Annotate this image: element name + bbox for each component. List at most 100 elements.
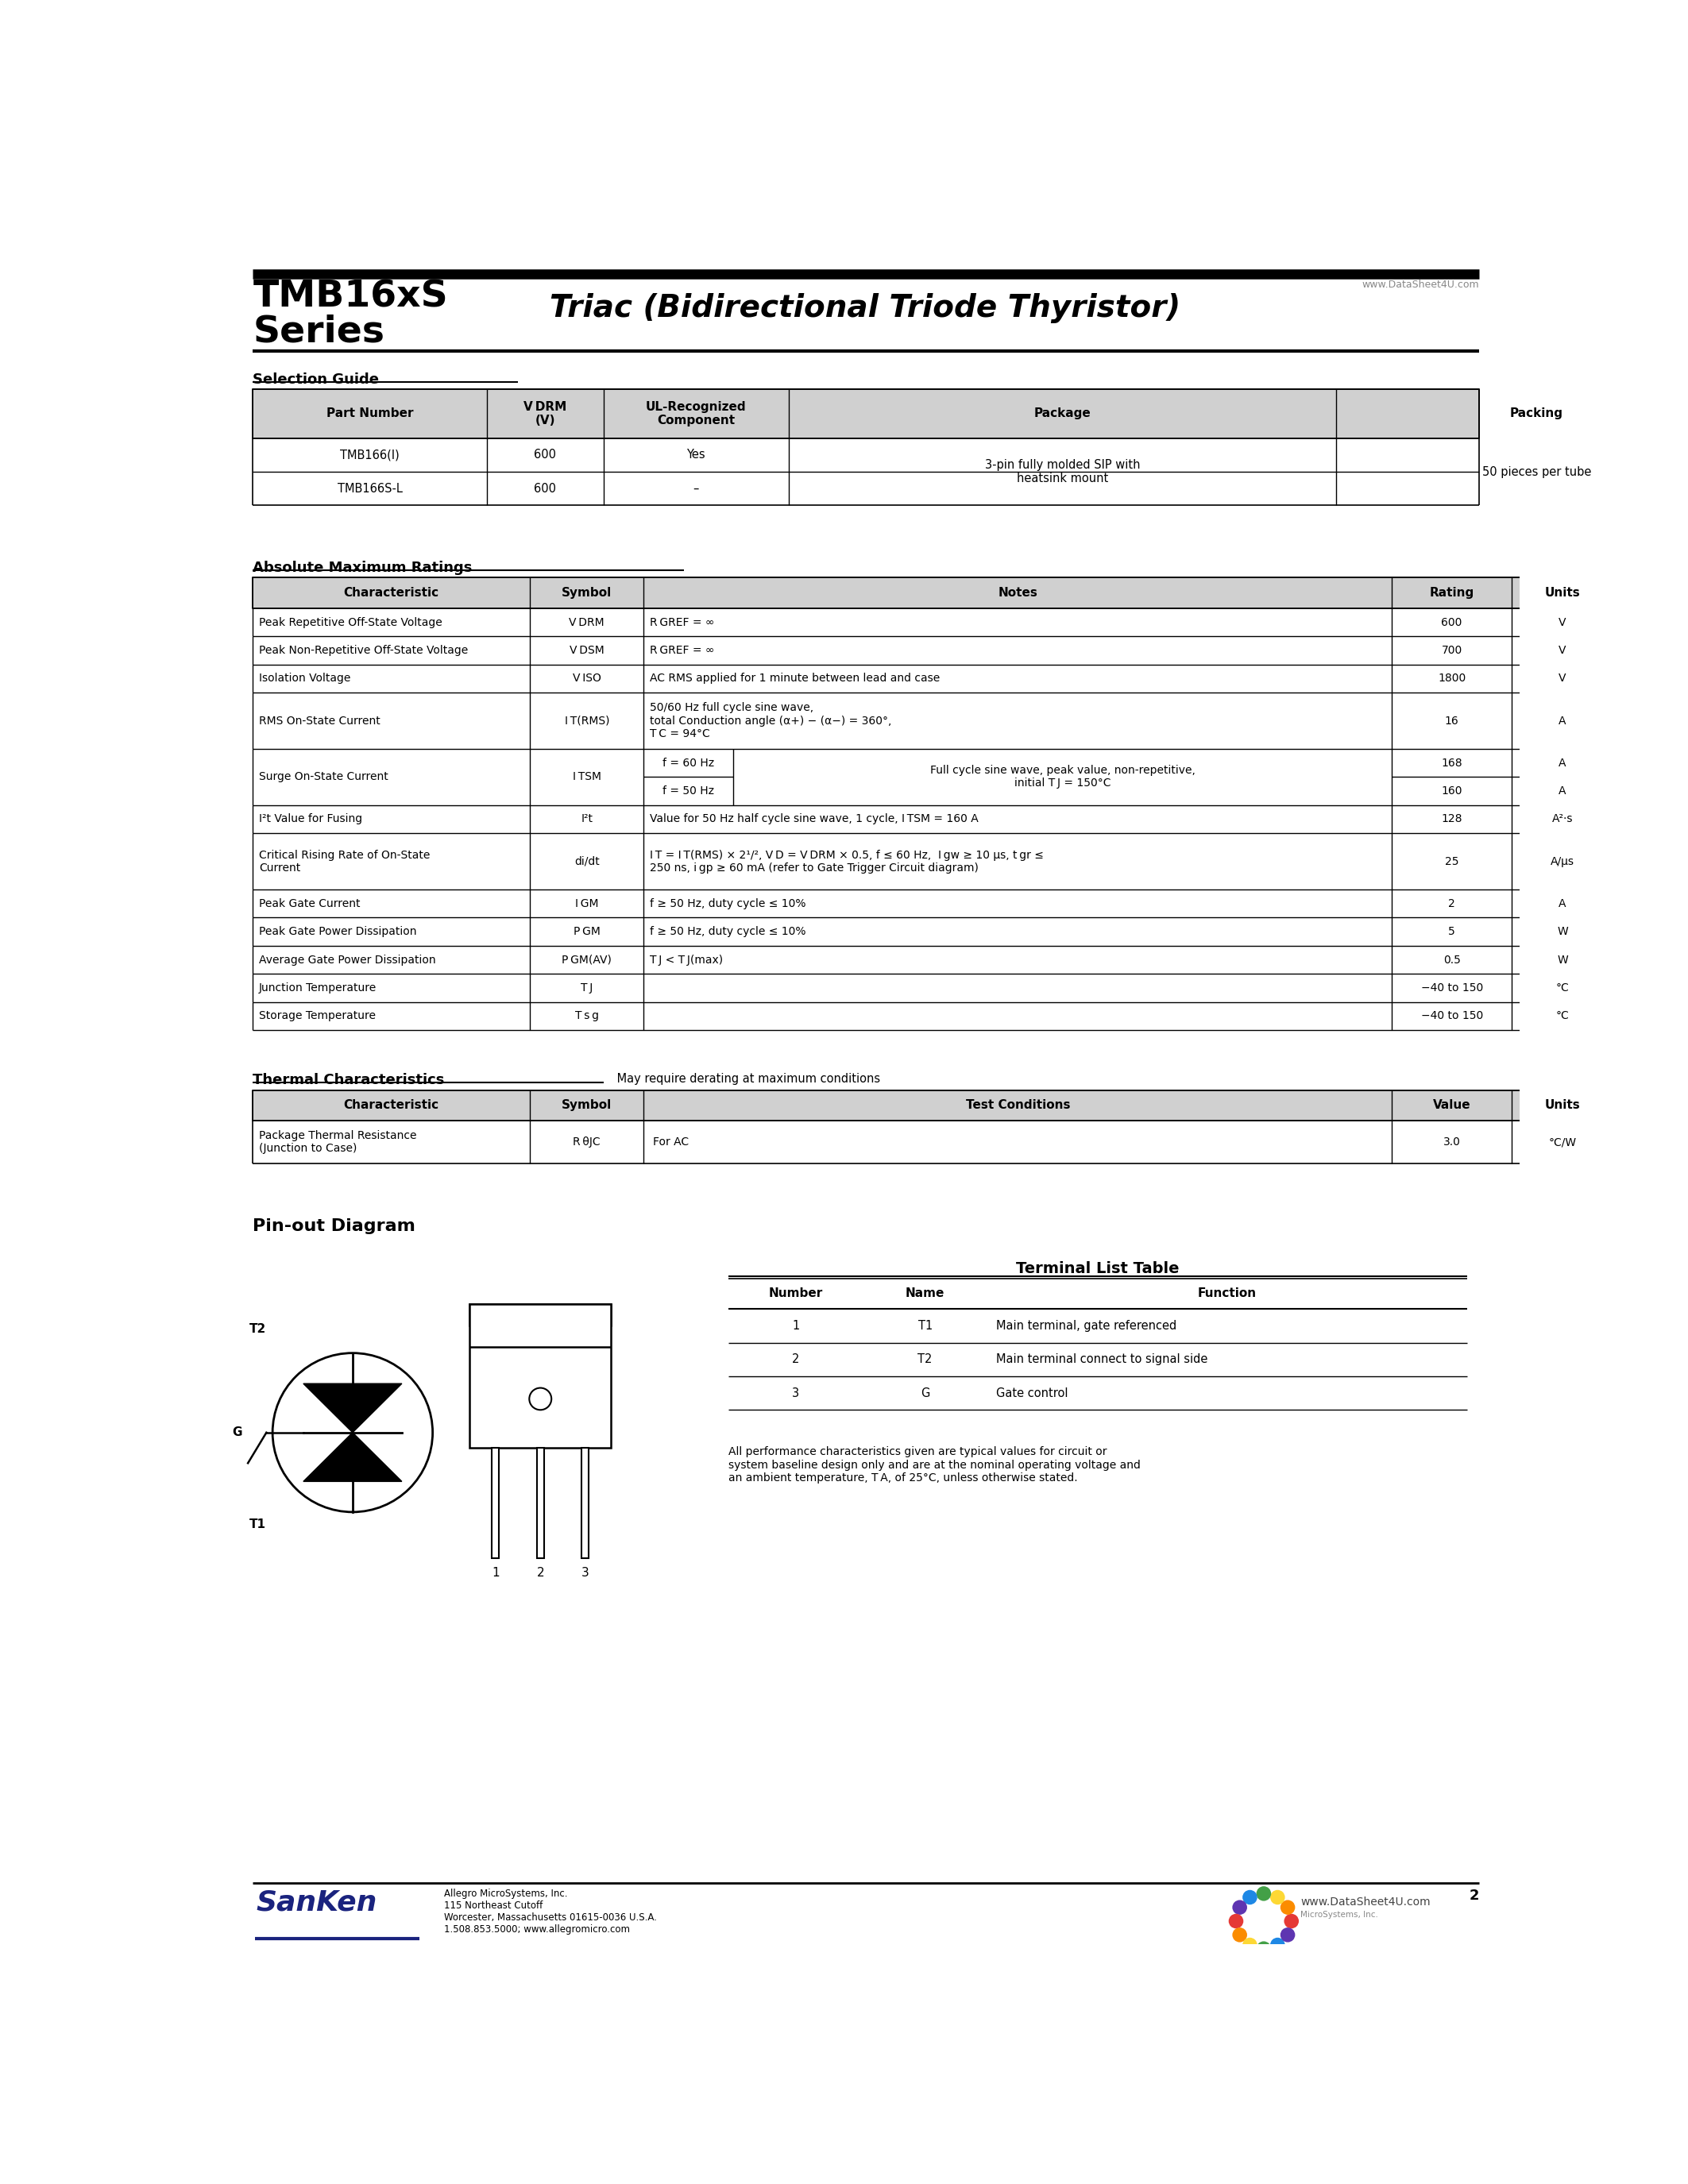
- Circle shape: [1280, 1928, 1295, 1942]
- Text: Thermal Characteristics: Thermal Characteristics: [253, 1072, 444, 1088]
- Circle shape: [1269, 1937, 1285, 1952]
- Text: 0.5: 0.5: [1443, 954, 1460, 965]
- Circle shape: [1242, 1937, 1258, 1952]
- Text: Pin-out Diagram: Pin-out Diagram: [253, 1219, 415, 1234]
- Text: G: G: [231, 1426, 241, 1439]
- Text: °C: °C: [1556, 1011, 1570, 1022]
- Text: Triac (Bidirectional Triode Thyristor): Triac (Bidirectional Triode Thyristor): [549, 293, 1180, 323]
- Text: A: A: [1558, 786, 1566, 797]
- Circle shape: [1256, 1942, 1271, 1957]
- Text: Number: Number: [768, 1289, 824, 1299]
- Text: °C: °C: [1556, 983, 1570, 994]
- Text: V ISO: V ISO: [572, 673, 601, 684]
- Text: V: V: [1558, 673, 1566, 684]
- Text: W: W: [1556, 926, 1568, 937]
- Text: Package Thermal Resistance
(Junction to Case): Package Thermal Resistance (Junction to …: [258, 1129, 417, 1153]
- Text: MicroSystems, Inc.: MicroSystems, Inc.: [1301, 1911, 1379, 1920]
- Text: Units: Units: [1545, 1099, 1580, 1112]
- Text: f = 60 Hz: f = 60 Hz: [663, 758, 714, 769]
- Text: R θJC: R θJC: [574, 1136, 601, 1147]
- Text: A: A: [1558, 898, 1566, 909]
- Text: Test Conditions: Test Conditions: [966, 1099, 1070, 1112]
- Bar: [253, 1883, 425, 1942]
- Text: T s g: T s g: [576, 1011, 599, 1022]
- Text: 168: 168: [1442, 758, 1462, 769]
- Text: TMB166(I): TMB166(I): [341, 450, 400, 461]
- Polygon shape: [304, 1433, 402, 1481]
- Text: 128: 128: [1442, 815, 1462, 826]
- Bar: [537, 1448, 544, 1557]
- Text: 160: 160: [1442, 786, 1462, 797]
- Text: 50/60 Hz full cycle sine wave,
total Conduction angle (α+) − (α−) = 360°,
T C = : 50/60 Hz full cycle sine wave, total Con…: [650, 703, 891, 738]
- Text: Selection Guide: Selection Guide: [253, 371, 380, 387]
- Text: TMB16xS: TMB16xS: [253, 280, 447, 314]
- Text: Critical Rising Rate of On-State
Current: Critical Rising Rate of On-State Current: [258, 850, 430, 874]
- Text: T1: T1: [918, 1319, 932, 1332]
- Text: V DRM
(V): V DRM (V): [523, 402, 567, 426]
- Circle shape: [1285, 1913, 1298, 1928]
- Text: 2: 2: [1469, 1889, 1479, 1902]
- Text: I GM: I GM: [576, 898, 599, 909]
- Text: 600: 600: [533, 483, 557, 494]
- Text: Characteristic: Characteristic: [344, 1099, 439, 1112]
- Text: Yes: Yes: [687, 450, 706, 461]
- Text: UL-Recognized
Component: UL-Recognized Component: [647, 402, 746, 426]
- Text: f ≥ 50 Hz, duty cycle ≤ 10%: f ≥ 50 Hz, duty cycle ≤ 10%: [650, 898, 807, 909]
- Text: V: V: [1558, 616, 1566, 627]
- Text: I T(RMS): I T(RMS): [564, 714, 609, 727]
- Bar: [253, 577, 1614, 607]
- Circle shape: [1232, 1900, 1247, 1915]
- Text: Absolute Maximum Ratings: Absolute Maximum Ratings: [253, 561, 473, 574]
- Text: T2: T2: [918, 1354, 932, 1365]
- Text: Characteristic: Characteristic: [344, 587, 439, 598]
- Text: 1: 1: [792, 1319, 800, 1332]
- Text: Main terminal, gate referenced: Main terminal, gate referenced: [996, 1319, 1177, 1332]
- Text: A²·s: A²·s: [1551, 815, 1573, 826]
- Text: I²t Value for Fusing: I²t Value for Fusing: [258, 815, 363, 826]
- Text: May require derating at maximum conditions: May require derating at maximum conditio…: [613, 1072, 879, 1085]
- Text: A/μs: A/μs: [1551, 856, 1575, 867]
- Text: T J: T J: [581, 983, 592, 994]
- Text: All performance characteristics given are typical values for circuit or
system b: All performance characteristics given ar…: [728, 1446, 1141, 1483]
- Text: www.DataSheet4U.com: www.DataSheet4U.com: [1362, 280, 1479, 290]
- Text: –: –: [694, 483, 699, 494]
- Text: Symbol: Symbol: [562, 1099, 613, 1112]
- Text: G: G: [920, 1387, 930, 1400]
- Text: Full cycle sine wave, peak value, non-repetitive,
initial T J = 150°C: Full cycle sine wave, peak value, non-re…: [930, 764, 1195, 788]
- Polygon shape: [304, 1385, 402, 1433]
- Text: AC RMS applied for 1 minute between lead and case: AC RMS applied for 1 minute between lead…: [650, 673, 940, 684]
- Text: For AC: For AC: [653, 1136, 689, 1147]
- Text: Junction Temperature: Junction Temperature: [258, 983, 376, 994]
- Text: Notes: Notes: [998, 587, 1038, 598]
- Text: www.DataSheet4U.com: www.DataSheet4U.com: [1301, 1896, 1431, 1909]
- Text: di/dt: di/dt: [574, 856, 599, 867]
- Text: Peak Gate Power Dissipation: Peak Gate Power Dissipation: [258, 926, 417, 937]
- Text: Allegro MicroSystems, Inc.
115 Northeast Cutoff
Worcester, Massachusetts 01615-0: Allegro MicroSystems, Inc. 115 Northeast…: [444, 1889, 657, 1935]
- Text: P GM: P GM: [574, 926, 601, 937]
- Bar: [253, 1090, 1614, 1120]
- Text: T J < T J(max): T J < T J(max): [650, 954, 722, 965]
- Text: RMS On-State Current: RMS On-State Current: [258, 714, 380, 727]
- Text: A: A: [1558, 714, 1566, 727]
- Text: 2: 2: [792, 1354, 800, 1365]
- Text: Value: Value: [1433, 1099, 1470, 1112]
- Text: SanKen: SanKen: [257, 1889, 376, 1915]
- Text: 2: 2: [1448, 898, 1455, 909]
- Bar: [491, 1448, 500, 1557]
- Text: Peak Gate Current: Peak Gate Current: [258, 898, 360, 909]
- Text: Units: Units: [1545, 587, 1580, 598]
- Text: −40 to 150: −40 to 150: [1421, 1011, 1482, 1022]
- Text: −40 to 150: −40 to 150: [1421, 983, 1482, 994]
- Text: Packing: Packing: [1509, 408, 1563, 419]
- Circle shape: [1280, 1900, 1295, 1915]
- Text: Symbol: Symbol: [562, 587, 613, 598]
- Text: 5: 5: [1448, 926, 1455, 937]
- Bar: [469, 1304, 611, 1448]
- Text: I²t: I²t: [581, 815, 592, 826]
- Text: Main terminal connect to signal side: Main terminal connect to signal side: [996, 1354, 1207, 1365]
- Text: TMB166S-L: TMB166S-L: [338, 483, 402, 494]
- Text: Storage Temperature: Storage Temperature: [258, 1011, 376, 1022]
- Circle shape: [1256, 1887, 1271, 1900]
- Circle shape: [1229, 1913, 1244, 1928]
- Text: 3.0: 3.0: [1443, 1136, 1460, 1147]
